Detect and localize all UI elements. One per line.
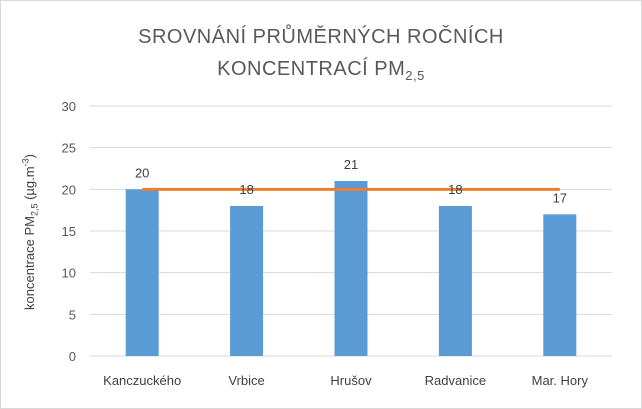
y-tick-label: 30 xyxy=(62,99,76,114)
bar-2 xyxy=(334,181,368,356)
data-label: 21 xyxy=(344,157,358,172)
y-tick-label: 20 xyxy=(62,182,76,197)
bar-0 xyxy=(125,189,159,356)
chart-title-line2-main: KONCENTRACÍ PM xyxy=(217,58,406,80)
data-label: 17 xyxy=(553,190,567,205)
x-tick-label: Hrušov xyxy=(330,373,372,388)
data-label: 18 xyxy=(239,182,253,197)
chart-title-line1: SROVNÁNÍ PRŮMĚRNÝCH ROČNÍCH xyxy=(138,26,504,48)
tick-label-layer: 0 5 10 15 20 25 30 Kanczuckého Vrbice Hrušov Radva… xyxy=(62,99,589,388)
x-tick-label: Radvanice xyxy=(425,373,486,388)
bar-3 xyxy=(438,206,472,356)
y-tick-label: 15 xyxy=(62,224,76,239)
y-tick-label: 10 xyxy=(62,266,76,281)
y-tick-label: 25 xyxy=(62,141,76,156)
x-tick-label: Mar. Hory xyxy=(532,373,589,388)
x-tick-label: Vrbice xyxy=(228,373,264,388)
data-label-layer: 20 18 21 18 17 xyxy=(135,157,567,205)
bar-layer xyxy=(125,181,577,356)
bar-4 xyxy=(543,214,577,356)
y-tick-label: 0 xyxy=(69,349,76,364)
data-label: 18 xyxy=(448,182,462,197)
y-tick-label: 5 xyxy=(69,307,76,322)
chart-title-line2-sub: 2,5 xyxy=(405,68,425,83)
x-tick-label: Kanczuckého xyxy=(103,373,181,388)
data-label: 20 xyxy=(135,165,149,180)
chart-title-line2: KONCENTRACÍ PM2,5 xyxy=(0,58,642,83)
bar-1 xyxy=(230,206,264,356)
